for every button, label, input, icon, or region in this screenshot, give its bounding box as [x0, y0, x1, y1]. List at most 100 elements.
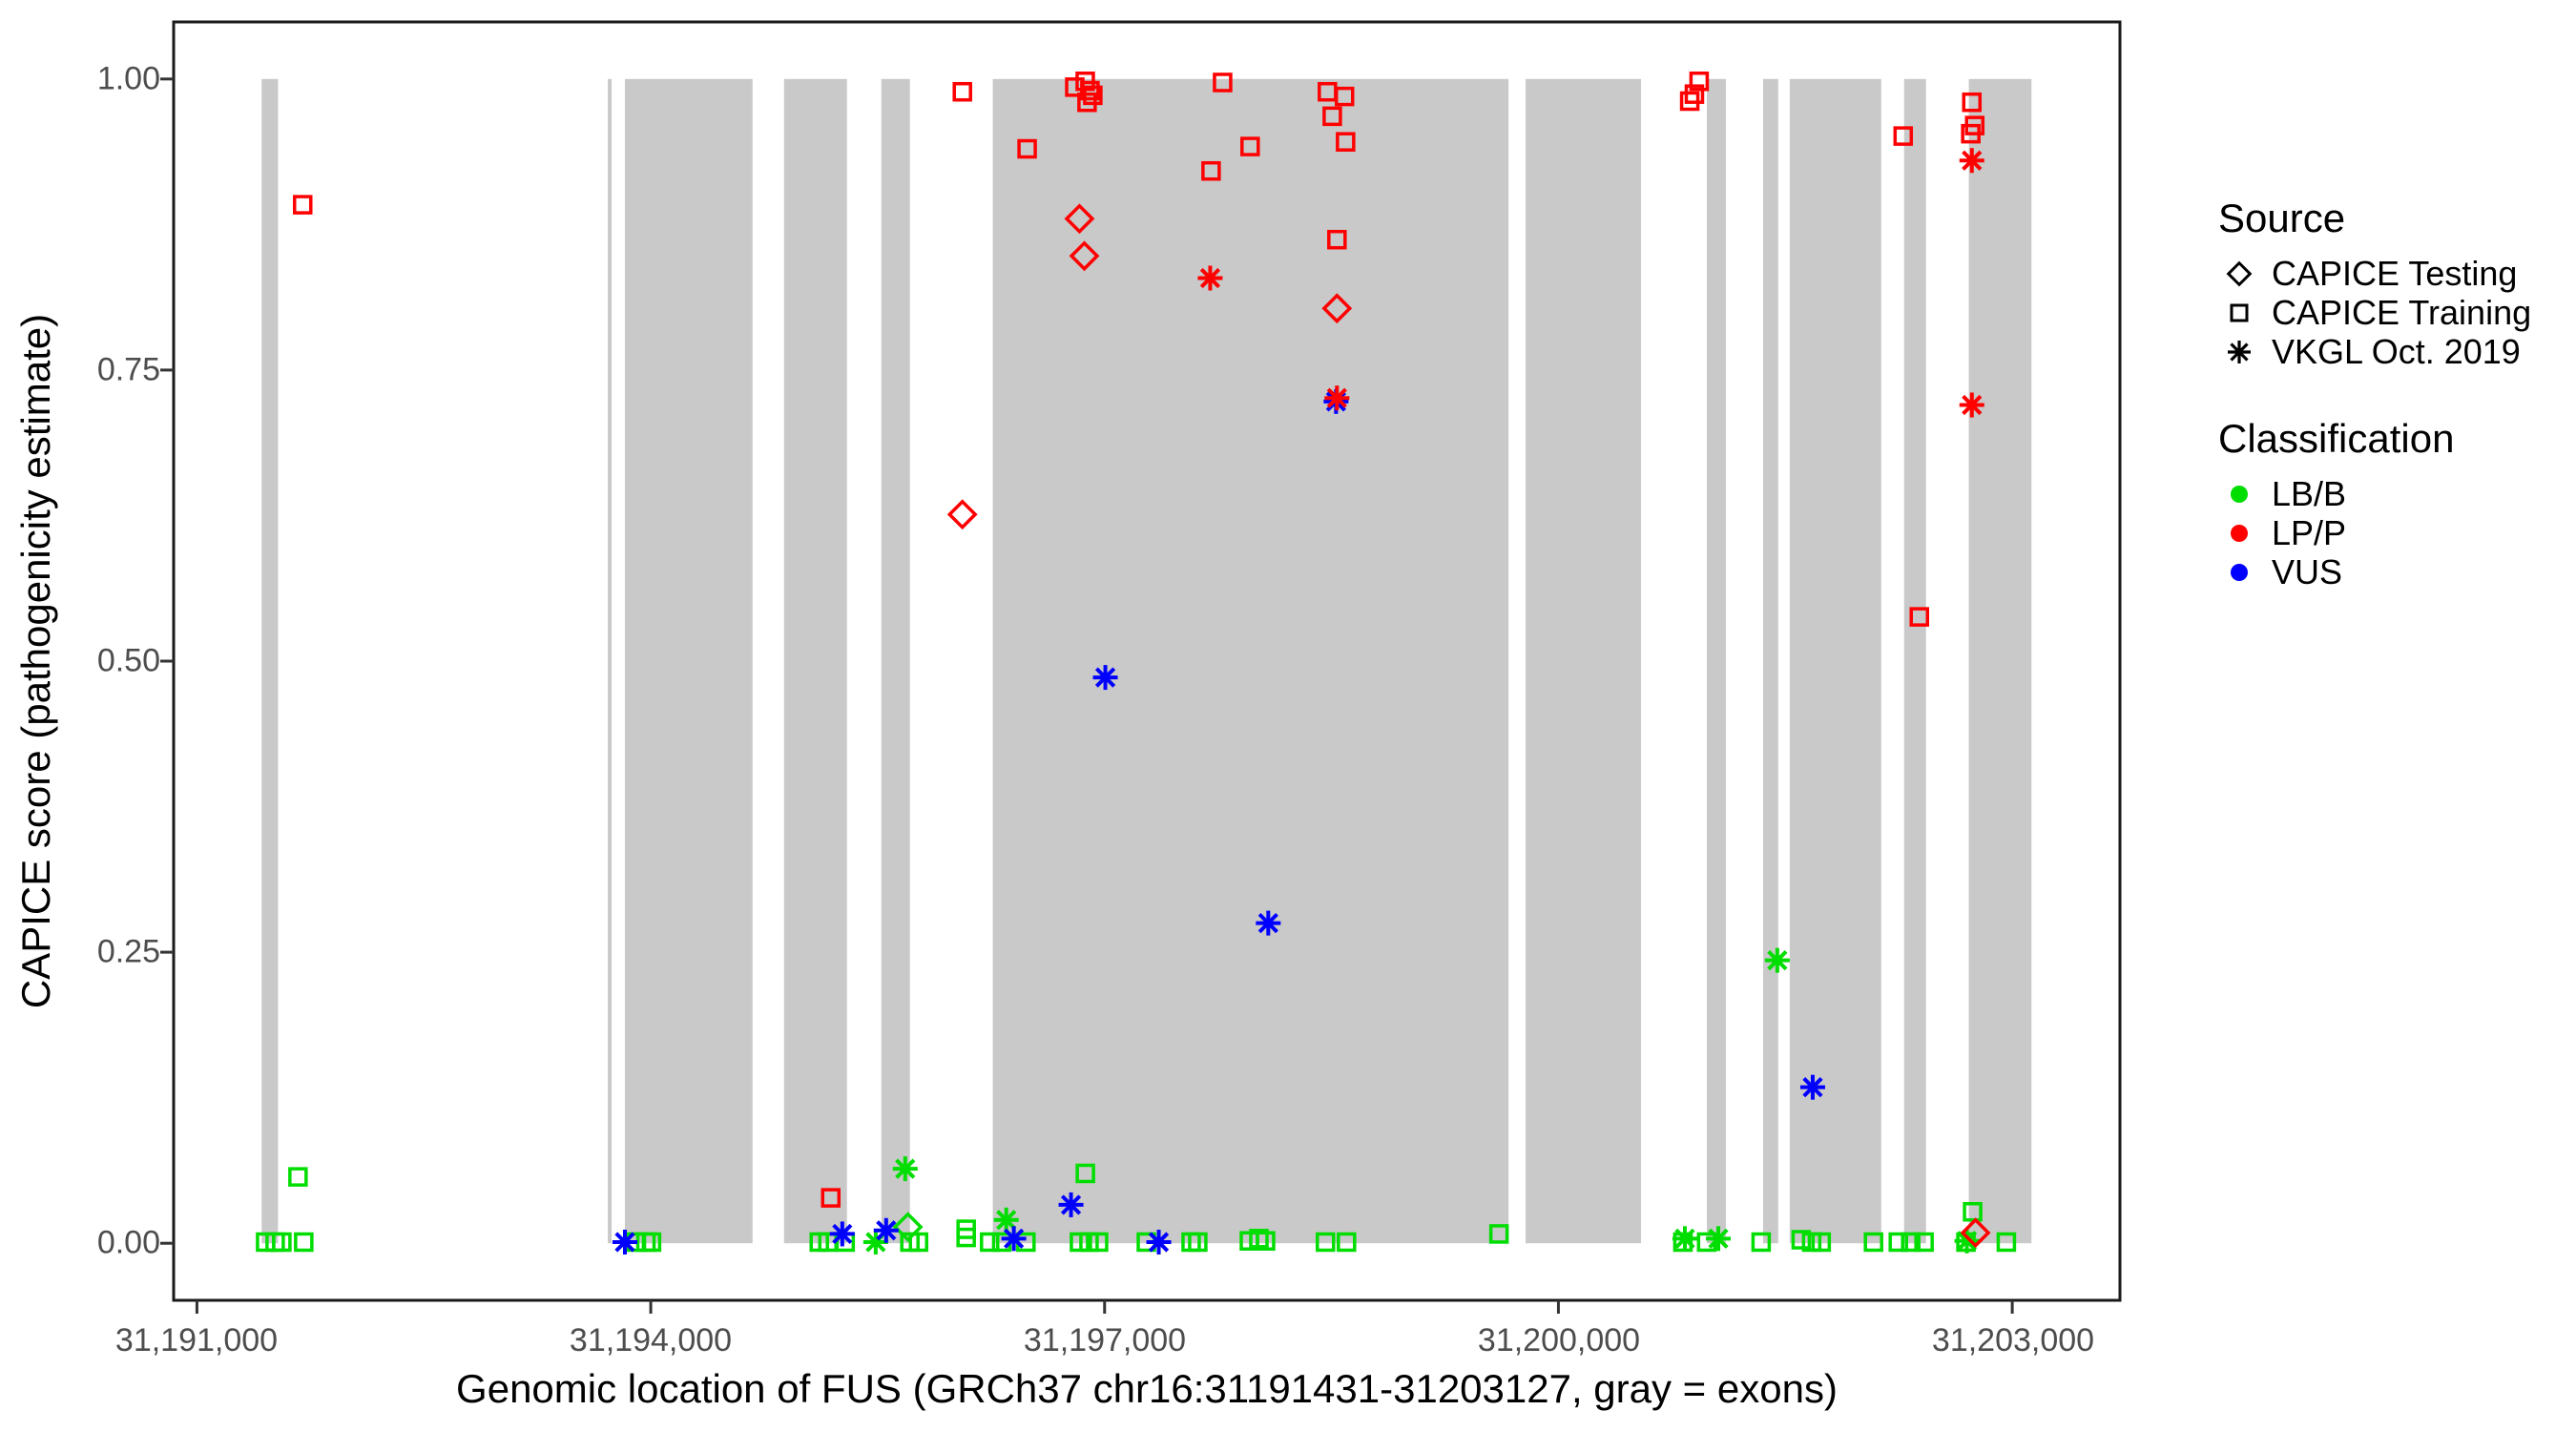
marker-square — [1083, 85, 1103, 106]
legend-spacer — [2218, 372, 2562, 416]
exon-band — [1762, 78, 1778, 1244]
marker-square — [1256, 1231, 1276, 1252]
marker-square — [1080, 80, 1100, 101]
marker-square — [1336, 132, 1356, 152]
marker-asterisk — [1959, 392, 1984, 418]
marker-asterisk — [1256, 910, 1281, 936]
marker-square — [1334, 86, 1355, 107]
legend-item-label: VKGL Oct. 2019 — [2272, 332, 2521, 371]
marker-diamond — [946, 499, 978, 530]
marker-asterisk — [1197, 265, 1223, 291]
y-axis-title: CAPICE score (pathogenicity estimate) — [13, 313, 58, 1009]
marker-asterisk — [1058, 1192, 1084, 1217]
marker-square — [1962, 92, 1983, 113]
x-tick-label: 31,197,000 — [1023, 1322, 1187, 1358]
y-tick-label: 0.25 — [96, 933, 160, 970]
marker-square — [641, 1232, 662, 1253]
marker-square — [1322, 106, 1342, 127]
exon-band — [1903, 78, 1926, 1244]
y-tick-label: 0.50 — [96, 642, 160, 679]
y-tick-label: 0.00 — [96, 1224, 160, 1261]
exon-band — [261, 78, 279, 1244]
asterisk-icon — [2228, 341, 2251, 363]
x-axis-title: Genomic location of FUS (GRCh37 chr16:31… — [456, 1366, 1838, 1411]
marker-asterisk — [1954, 1228, 1980, 1254]
legend-item-label: CAPICE Testing — [2272, 254, 2518, 293]
marker-square — [1337, 1232, 1357, 1253]
marker-square — [1893, 126, 1914, 146]
marker-square — [288, 1167, 308, 1187]
exon-band — [992, 78, 1509, 1244]
legend-source-title: Source — [2218, 196, 2346, 240]
marker-square — [1188, 1232, 1208, 1253]
marker-asterisk — [1764, 947, 1790, 973]
exon-band — [608, 78, 613, 1244]
square-icon — [2230, 303, 2249, 322]
legend-item-label: LP/P — [2272, 513, 2347, 552]
legend-item-vus: VUS — [2218, 552, 2562, 591]
marker-square — [1964, 115, 1985, 135]
marker-square — [1316, 1232, 1336, 1253]
legend-item-capice-testing: CAPICE Testing — [2218, 254, 2562, 293]
x-tick-label: 31,194,000 — [569, 1322, 733, 1358]
legend-classification-title: Classification — [2218, 416, 2455, 461]
y-tick-label: 0.75 — [96, 351, 160, 388]
legend-item-lbb: LB/B — [2218, 474, 2562, 513]
legend-item-label: CAPICE Training — [2272, 293, 2532, 332]
legend-item-label: VUS — [2272, 552, 2343, 591]
marker-square — [1811, 1232, 1832, 1253]
blue-dot-icon — [2231, 564, 2248, 581]
marker-square — [1901, 1232, 1921, 1253]
marker-square — [292, 195, 313, 215]
marker-asterisk — [993, 1207, 1019, 1233]
marker-asterisk — [1959, 148, 1984, 174]
marker-asterisk — [1799, 1074, 1825, 1100]
x-tick-label: 31,191,000 — [114, 1322, 279, 1358]
legend-item-capice-training: CAPICE Training — [2218, 293, 2562, 332]
legend-item-lpp: LP/P — [2218, 513, 2562, 552]
legend: Source CAPICE Testing CAPICE Training — [2218, 196, 2562, 592]
diamond-icon — [2226, 260, 2253, 287]
marker-asterisk — [1706, 1226, 1732, 1252]
marker-asterisk — [612, 1229, 637, 1255]
marker-asterisk — [829, 1221, 855, 1247]
marker-square — [1909, 607, 1930, 627]
marker-square — [1863, 1232, 1883, 1253]
exon-band — [783, 78, 847, 1244]
x-tick-label: 31,203,000 — [1931, 1322, 2095, 1358]
marker-square — [908, 1232, 928, 1253]
marker-diamond — [1321, 293, 1353, 324]
marker-square — [1684, 84, 1705, 104]
marker-square — [294, 1232, 314, 1253]
marker-square — [956, 1227, 976, 1248]
marker-asterisk — [1324, 385, 1350, 411]
marker-asterisk — [1092, 665, 1118, 691]
marker-square — [1213, 73, 1233, 93]
legend-item-label: LB/B — [2272, 474, 2347, 513]
exon-band — [881, 78, 910, 1244]
marker-square — [821, 1188, 841, 1208]
marker-asterisk — [1001, 1226, 1027, 1252]
marker-square — [1075, 1163, 1095, 1184]
marker-square — [1201, 160, 1221, 181]
marker-square — [1327, 229, 1347, 250]
marker-square — [1914, 1232, 1934, 1253]
marker-square — [1689, 71, 1710, 92]
green-dot-icon — [2231, 486, 2248, 503]
marker-asterisk — [873, 1217, 899, 1243]
exon-band — [1706, 78, 1726, 1244]
marker-square — [980, 1232, 1000, 1253]
y-tick-label: 1.00 — [96, 60, 160, 97]
marker-square — [952, 81, 972, 102]
exon-band — [1968, 78, 2032, 1244]
x-tick-label: 31,200,000 — [1477, 1322, 1641, 1358]
marker-diamond — [1069, 240, 1100, 272]
marker-square — [1240, 136, 1260, 156]
exon-band — [1789, 78, 1881, 1244]
marker-square — [1089, 1232, 1109, 1253]
exon-band — [624, 78, 753, 1244]
marker-square — [272, 1232, 292, 1253]
marker-diamond — [1064, 203, 1095, 235]
